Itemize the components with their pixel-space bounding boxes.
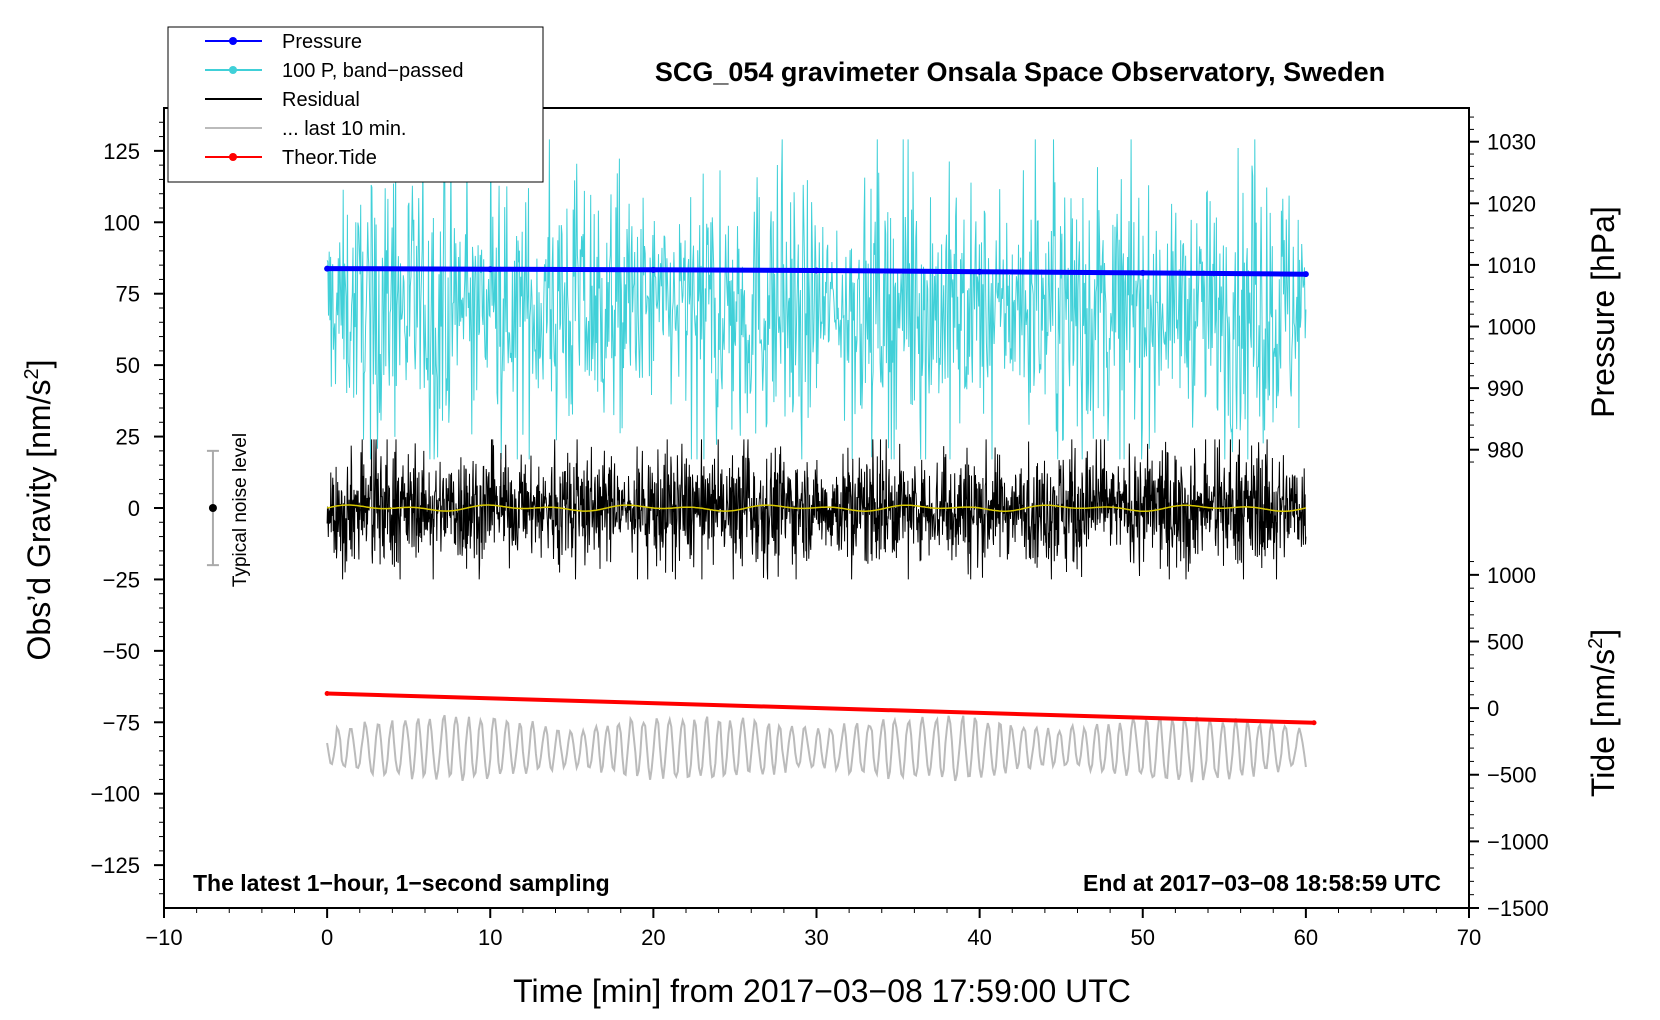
- y-tick-label: −100: [90, 782, 140, 807]
- pressure-tick-label: 1030: [1487, 130, 1536, 155]
- x-tick-label: 20: [641, 925, 665, 950]
- tide-tick-label: −1500: [1487, 896, 1549, 921]
- pressure-point: [1139, 269, 1146, 276]
- pressure-point: [324, 265, 331, 272]
- legend-label: 100 P, band−passed: [282, 60, 463, 82]
- y-tick-label: −25: [103, 567, 140, 592]
- pressure-point: [813, 267, 820, 274]
- series-line-band-passed-pressure: [326, 139, 1307, 460]
- y-tick-label: 50: [116, 353, 140, 378]
- series-layer: [324, 139, 1317, 783]
- x-tick-label: 50: [1131, 925, 1155, 950]
- x-tick-label: 60: [1294, 925, 1318, 950]
- y-tick-label: −125: [90, 853, 140, 878]
- tide-tick-label: 0: [1487, 696, 1499, 721]
- y-tick-label: 25: [116, 425, 140, 450]
- pressure-tick-label: 990: [1487, 376, 1524, 401]
- pressure-tick-label: 1020: [1487, 191, 1536, 216]
- x-tick-label: 30: [804, 925, 828, 950]
- legend-marker: [229, 66, 237, 74]
- legend-label: Residual: [282, 89, 360, 111]
- annotation-left: The latest 1−hour, 1−second sampling: [193, 870, 610, 896]
- y-tick-label: 0: [128, 496, 140, 521]
- legend: Pressure 100 P, band−passed Residual ... la…: [167, 26, 544, 183]
- legend-label: ... last 10 min.: [282, 118, 407, 140]
- y-axis-title-gravity: Obs’d Gravity [nm/s2]: [21, 360, 57, 661]
- tide-tick-label: 1000: [1487, 563, 1536, 588]
- y-tick-label: 75: [116, 282, 140, 307]
- y-axis-title-tide: Tide [nm/s2]: [1585, 629, 1621, 797]
- y-tick-label: 125: [103, 139, 140, 164]
- legend-marker: [229, 153, 237, 161]
- series-line-last-10-min: [326, 714, 1307, 783]
- noise-level-indicator: [206, 449, 219, 567]
- series-line-residual: [326, 439, 1307, 580]
- pressure-point: [976, 268, 983, 275]
- x-tick-label: 70: [1457, 925, 1481, 950]
- pressure-point: [1302, 271, 1309, 278]
- y-tick-label: −50: [103, 639, 140, 664]
- series-line-theor-tide: [327, 691, 1315, 725]
- annotation-right: End at 2017−03−08 18:58:59 UTC: [1083, 870, 1441, 896]
- tide-point: [324, 690, 330, 696]
- axis-ticks: −10 0 10 20 30 40 50 60 701251007550250−25−50−75…: [90, 116, 1549, 950]
- legend-label: Pressure: [282, 31, 362, 53]
- tide-tick-label: −500: [1487, 763, 1537, 788]
- pressure-point: [650, 266, 657, 273]
- x-axis-title: Time [min] from 2017−03−08 17:59:00 UTC: [513, 973, 1131, 1009]
- pressure-tick-label: 1010: [1487, 253, 1536, 278]
- series-line-residual-smoothed: [326, 504, 1307, 513]
- pressure-tick-label: 980: [1487, 438, 1524, 463]
- y-axis-title-pressure: Pressure [hPa]: [1585, 206, 1621, 418]
- x-tick-label: 0: [321, 925, 333, 950]
- x-tick-label: 40: [967, 925, 991, 950]
- y-tick-label: −75: [103, 710, 140, 735]
- tide-point: [1311, 720, 1317, 726]
- pressure-point: [487, 266, 494, 273]
- pressure-tick-label: 1000: [1487, 315, 1536, 340]
- y-tick-label: 100: [103, 210, 140, 235]
- legend-label: Theor.Tide: [282, 147, 377, 169]
- noise-center-point: [208, 504, 217, 512]
- x-tick-label: −10: [145, 925, 182, 950]
- legend-items: Pressure 100 P, band−passed Residual ... la…: [205, 31, 463, 169]
- chart-title: SCG_054 gravimeter Onsala Space Observat…: [655, 57, 1385, 87]
- tide-tick-label: 500: [1487, 629, 1524, 654]
- tide-tick-label: −1000: [1487, 829, 1549, 854]
- noise-level-label: Typical noise level: [230, 433, 251, 587]
- legend-marker: [229, 37, 237, 45]
- x-tick-label: 10: [478, 925, 502, 950]
